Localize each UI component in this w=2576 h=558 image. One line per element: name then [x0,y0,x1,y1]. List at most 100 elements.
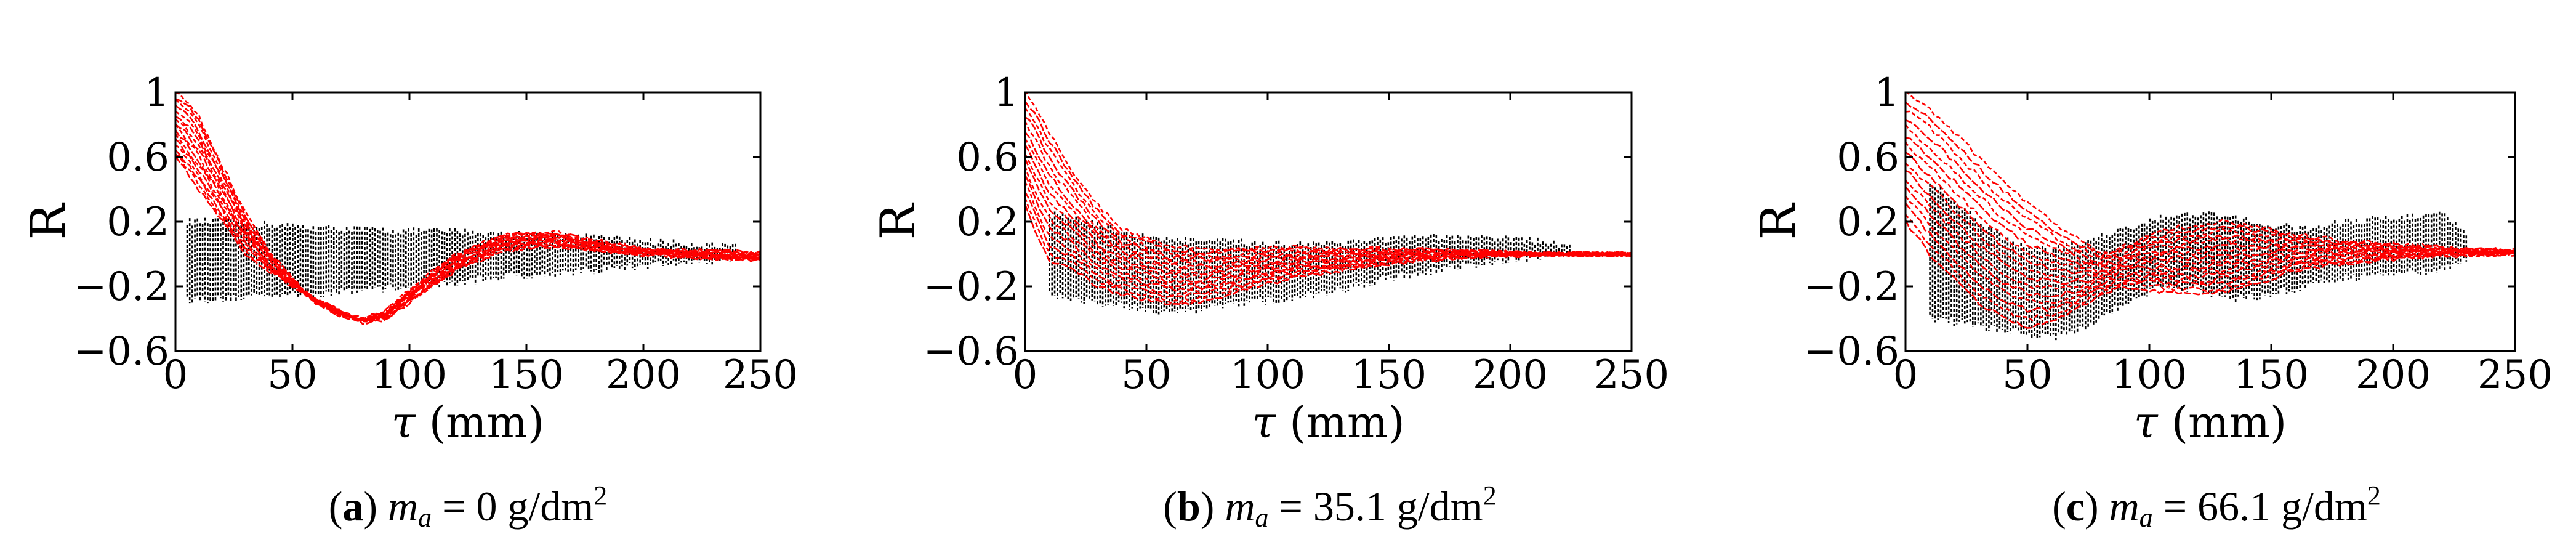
red-line [1906,92,2515,254]
chart-panel-c: 0 50 100 150 200 250 1 0.6 0.2 −0.2 −0.6 Rτ (mm) (c)… [1751,70,2553,533]
x-tick-label: 250 [723,352,798,398]
x-tick-label: 0 [1893,352,1918,398]
red-line [175,115,760,321]
red-line [1025,138,1632,272]
caption-letter: a [342,483,363,530]
caption-subscript: a [2139,503,2153,533]
x-axis-unit: (mm) [416,397,545,448]
red-line [175,129,760,321]
red-line [175,149,760,323]
red-line [1025,116,1632,262]
caption-paren-close: ) [363,483,388,530]
x-axis-unit: (mm) [2158,397,2287,448]
caption-variable: m [2109,483,2139,530]
caption-subscript: a [1255,503,1269,533]
caption-paren-open: ( [329,483,343,530]
red-line [1906,101,2515,259]
caption-paren-open: ( [1163,483,1177,530]
red-line [1906,214,2515,321]
red-line [1906,203,2515,313]
y-tick-label: −0.6 [74,329,169,374]
red-line [1025,153,1632,279]
caption-value: = 0 g/dm [432,483,594,530]
caption-paren-close: ) [2085,483,2109,530]
red-line [1906,180,2515,290]
red-series-a [175,92,760,325]
caption-variable: m [388,483,418,530]
x-tick-label: 0 [163,352,188,398]
x-tick-label: 150 [1351,352,1427,398]
plot-area-c [1906,92,2515,341]
red-line [175,139,760,322]
x-tick-label: 50 [2002,352,2052,398]
caption-paren-open: ( [2052,483,2066,530]
red-line [1906,169,2515,285]
red-line [175,134,760,323]
caption-variable: m [1225,483,1255,530]
red-line [1025,100,1632,257]
x-axis-label: τ (mm) [1252,397,1404,448]
y-tick-label: 0.2 [956,200,1019,245]
red-series-c [1906,92,2515,329]
y-tick-label: −0.2 [924,264,1019,310]
y-axis-label: R [871,202,926,240]
red-line [1025,120,1632,266]
caption-letter: c [2066,483,2085,530]
red-line [1025,158,1632,283]
y-tick-label: 0.6 [956,135,1019,180]
black-series-c [1929,183,2468,341]
x-tick-label: 250 [1594,352,1669,398]
y-tick-label: 1 [144,70,169,116]
x-axis-unit: (mm) [1276,397,1405,448]
y-tick-label: 0.6 [1837,135,1899,180]
red-line [175,118,760,320]
x-tick-label: 200 [1473,352,1548,398]
panel-caption-c: (c) ma = 66.1 g/dm2 [2052,480,2381,533]
chart-panel-b: 0 50 100 150 200 250 1 0.6 0.2 −0.2 −0.6 Rτ (mm) (b)… [871,70,1669,533]
red-line [175,124,760,321]
caption-paren-close: ) [1201,483,1225,530]
x-tick-label: 50 [1121,352,1171,398]
red-line [1906,186,2515,297]
x-tick-label: 100 [372,352,447,398]
red-line [175,123,760,321]
red-line [1906,110,2515,261]
x-tick-label: 100 [2112,352,2187,398]
x-tick-label: 200 [2356,352,2431,398]
x-tick-label: 150 [489,352,564,398]
red-series-b [1025,92,1632,306]
x-axis-label: τ (mm) [2134,397,2287,448]
caption-subscript: a [418,503,432,533]
red-line [175,153,760,321]
caption-letter: b [1177,483,1201,530]
y-tick-label: −0.2 [74,264,169,310]
panel-caption-a: (a) ma = 0 g/dm2 [329,480,608,533]
x-tick-label: 200 [606,352,681,398]
y-tick-label: 0.2 [1837,200,1899,245]
red-line [1906,195,2515,304]
x-tick-label: 50 [267,352,317,398]
red-line [1025,192,1632,299]
axes-frame-a [174,91,762,352]
caption-exponent: 2 [1483,480,1497,511]
red-line [175,111,760,321]
red-line [175,105,760,320]
red-line [1906,119,2515,265]
x-axis-symbol: τ [392,397,416,448]
y-tick-label: −0.6 [1804,329,1899,374]
y-axis-label: R [21,202,76,240]
x-tick-label: 150 [2234,352,2309,398]
caption-exponent: 2 [2367,480,2381,511]
axes-frame-b [1024,91,1633,352]
x-tick-label: 250 [2477,352,2553,398]
x-axis-symbol: τ [1252,397,1276,448]
red-line [175,98,760,321]
y-tick-label: 0.2 [107,200,169,245]
red-line [175,92,760,321]
x-axis-symbol: τ [2134,397,2159,448]
y-tick-label: −0.6 [924,329,1019,374]
red-line [175,99,760,321]
